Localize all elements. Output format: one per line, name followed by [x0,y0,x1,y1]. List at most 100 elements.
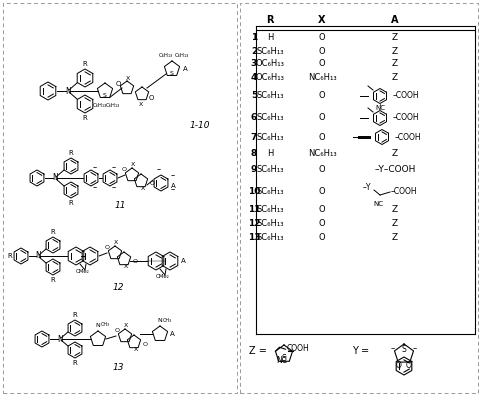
Text: 3: 3 [251,59,257,69]
Text: Z: Z [391,72,397,82]
Text: X: X [134,347,138,352]
Text: 13: 13 [247,234,260,242]
Text: Z: Z [391,234,397,242]
Text: NC: NC [372,201,382,207]
Text: NC: NC [276,356,287,365]
Text: N: N [35,251,41,261]
Text: X: X [124,264,128,269]
Text: –: – [93,164,97,173]
Text: SC₆H₁₃: SC₆H₁₃ [256,91,283,101]
Text: CH₃: CH₃ [101,322,110,327]
Text: NC: NC [374,105,384,111]
Text: S: S [281,354,286,364]
Text: 9: 9 [250,164,257,173]
Text: O: O [318,133,324,141]
Text: Z: Z [391,148,397,158]
Text: SC₆H₁₃: SC₆H₁₃ [256,234,283,242]
Text: N: N [65,86,71,95]
Text: 11: 11 [247,206,260,215]
Text: Z: Z [391,46,397,55]
Text: S: S [170,71,174,76]
Text: O: O [395,362,401,371]
Text: SC₆H₁₃: SC₆H₁₃ [256,46,283,55]
Text: –: – [156,165,161,174]
Text: H: H [266,34,273,42]
Text: O: O [318,164,324,173]
Text: C₆H₁₃: C₆H₁₃ [158,53,173,58]
Text: –: – [171,185,175,194]
Text: –COOH: –COOH [390,187,417,196]
Text: A: A [171,183,175,189]
Text: R: R [7,253,12,259]
Text: O: O [318,34,324,42]
Text: O: O [318,91,324,101]
Text: Z: Z [391,59,397,69]
Text: O: O [318,187,324,196]
Text: R: R [83,115,87,121]
Text: Z: Z [391,219,397,228]
Text: Z =: Z = [249,346,266,356]
Text: SC₆H₁₃: SC₆H₁₃ [256,133,283,141]
Text: –: – [93,183,97,192]
Text: A: A [182,66,187,72]
Text: O: O [150,181,155,186]
Text: SC₆H₁₃: SC₆H₁₃ [256,219,283,228]
Text: H: H [266,148,273,158]
Text: –: – [390,344,394,353]
Text: –: – [171,171,175,180]
Text: O: O [133,259,138,264]
Text: CH₃: CH₃ [163,318,172,322]
Text: Z: Z [391,206,397,215]
Text: –: – [412,344,416,353]
Text: NC₆H₁₃: NC₆H₁₃ [307,72,336,82]
Text: COOH: COOH [286,344,309,353]
Text: –Y: –Y [362,183,371,192]
Text: N: N [96,323,100,328]
Text: –Y–COOH: –Y–COOH [373,164,415,173]
Text: N: N [157,318,162,323]
Text: X: X [141,186,145,191]
Text: X: X [114,240,118,245]
Text: C₆H₁₃: C₆H₁₃ [106,103,120,108]
Text: 6: 6 [251,114,257,122]
Text: O: O [143,342,148,347]
Text: C₆H₁₃: C₆H₁₃ [93,103,107,108]
Text: R: R [69,200,73,206]
Text: X: X [131,162,135,167]
Text: –COOH: –COOH [392,114,419,122]
Text: CMe₂: CMe₂ [76,269,90,274]
Text: Y =: Y = [351,346,368,356]
Text: N: N [52,173,58,183]
Text: O: O [318,59,324,69]
Text: SC₆H₁₃: SC₆H₁₃ [256,114,283,122]
Text: A: A [180,258,185,264]
Text: O: O [318,46,324,55]
Text: R: R [50,277,55,283]
Text: O: O [122,167,127,172]
Text: N: N [57,335,63,343]
Text: –COOH: –COOH [394,133,421,141]
Text: 10: 10 [247,187,260,196]
Text: 2: 2 [251,46,257,55]
Text: A: A [169,331,174,337]
Text: O: O [405,362,411,371]
Text: X: X [139,101,143,107]
Text: O: O [318,114,324,122]
Text: R: R [266,15,273,25]
Text: 4: 4 [250,72,257,82]
Text: O: O [318,234,324,242]
Text: 1-10: 1-10 [190,122,210,131]
Text: O: O [115,81,120,87]
Text: O: O [115,328,120,333]
Text: NC₆H₁₃: NC₆H₁₃ [307,148,336,158]
Text: O: O [105,245,110,250]
Text: 12: 12 [247,219,260,228]
Text: –: – [112,183,116,192]
Text: R: R [72,360,77,366]
Text: 8: 8 [251,148,257,158]
Text: 13: 13 [112,362,123,371]
Text: S: S [401,345,406,354]
Text: X: X [126,76,130,80]
Text: C₆H₁₃: C₆H₁₃ [174,53,189,58]
Text: 7: 7 [250,133,257,141]
